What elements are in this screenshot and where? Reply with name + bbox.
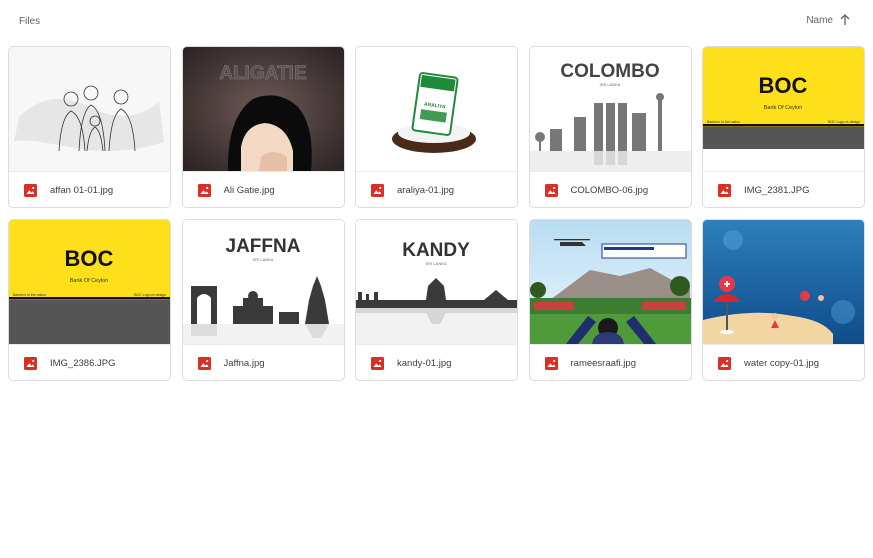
thumb-subtitle: SRI LANKA xyxy=(599,82,620,87)
thumb-subtitle: SRI LANKA xyxy=(252,257,273,262)
files-header: Files Name xyxy=(0,0,873,44)
file-meta: affan 01-01.jpg xyxy=(9,171,170,207)
thumb-subtitle: SRI LANKA xyxy=(426,261,447,266)
file-card[interactable]: BOC Bank Of Ceylon Bankers to the nation… xyxy=(702,46,865,208)
image-file-icon xyxy=(544,183,558,197)
image-file-icon xyxy=(197,183,211,197)
file-thumbnail: COLOMBO SRI LANKA xyxy=(529,47,691,171)
file-name: COLOMBO-06.jpg xyxy=(570,184,649,196)
file-thumbnail: ARALIYA xyxy=(356,47,517,171)
file-card[interactable]: ARALIYA araliya-01.jpg xyxy=(355,46,518,208)
file-meta: Jaffna.jpg xyxy=(182,344,344,380)
file-name: araliya-01.jpg xyxy=(397,184,455,196)
arrow-up-icon xyxy=(840,14,850,25)
file-meta: water copy-01.jpg xyxy=(703,344,864,380)
thumb-title: JAFFNA xyxy=(225,236,300,257)
image-file-icon xyxy=(24,356,37,370)
file-card[interactable]: affan 01-01.jpg xyxy=(8,46,171,208)
file-name: IMG_2386.JPG xyxy=(50,357,116,369)
file-thumbnail xyxy=(9,47,170,171)
image-file-icon xyxy=(718,356,731,370)
thumb-logo: BOC xyxy=(759,73,808,98)
image-file-icon xyxy=(197,356,211,370)
file-meta: IMG_2381.JPG xyxy=(703,171,864,207)
thumb-left-note: Bankers to the nation xyxy=(13,293,46,297)
thumb-logo: BOC xyxy=(65,246,114,271)
file-grid: affan 01-01.jpg ALIGATIE Ali Gatie.jpg xyxy=(8,46,865,381)
file-meta: kandy-01.jpg xyxy=(356,344,517,380)
file-meta: rameesraafi.jpg xyxy=(529,344,691,380)
file-meta: COLOMBO-06.jpg xyxy=(529,171,691,207)
thumb-title: COLOMBO xyxy=(560,61,659,82)
file-thumbnail xyxy=(529,220,691,344)
image-file-icon xyxy=(371,356,384,370)
sort-label: Name xyxy=(806,14,833,26)
file-name: kandy-01.jpg xyxy=(397,357,452,369)
thumb-left-note: Bankers to the nation xyxy=(707,120,740,124)
file-card[interactable]: COLOMBO SRI LANKA COLOMBO-06.jpg xyxy=(528,46,692,208)
thumb-right-note: BOC Logo re-design xyxy=(134,293,166,297)
file-meta: araliya-01.jpg xyxy=(356,171,517,207)
image-file-icon xyxy=(718,183,731,197)
file-card[interactable]: KANDY SRI LANKA kandy-01.jpg xyxy=(355,219,518,381)
file-name: rameesraafi.jpg xyxy=(570,357,636,369)
thumb-title: KANDY xyxy=(402,240,470,261)
file-thumbnail: BOC Bank Of Ceylon Bankers to the nation… xyxy=(9,220,170,344)
file-thumbnail: BOC Bank Of Ceylon Bankers to the nation… xyxy=(703,47,864,171)
file-thumbnail: ALIGATIE xyxy=(182,47,344,171)
file-name: IMG_2381.JPG xyxy=(744,184,810,196)
image-file-icon xyxy=(371,183,384,197)
file-meta: Ali Gatie.jpg xyxy=(182,171,344,207)
file-name: affan 01-01.jpg xyxy=(50,184,114,196)
thumb-brand: ARALIYA xyxy=(424,101,447,110)
file-meta: IMG_2386.JPG xyxy=(9,344,170,380)
thumb-title: ALIGATIE xyxy=(219,63,306,84)
sort-by-name-button[interactable]: Name xyxy=(806,13,851,27)
section-title: Files xyxy=(19,16,41,27)
file-card[interactable]: rameesraafi.jpg xyxy=(528,219,692,381)
image-file-icon xyxy=(544,356,558,370)
file-thumbnail xyxy=(703,220,864,344)
file-thumbnail: JAFFNA SRI LANKA xyxy=(182,220,344,344)
file-thumbnail: KANDY SRI LANKA xyxy=(356,220,517,344)
thumb-subtitle: Bank Of Ceylon xyxy=(70,278,109,284)
file-name: Ali Gatie.jpg xyxy=(223,184,275,196)
image-file-icon xyxy=(24,183,37,197)
file-card[interactable]: ALIGATIE Ali Gatie.jpg xyxy=(181,46,345,208)
file-card[interactable]: JAFFNA SRI LANKA Jaffna.jpg xyxy=(181,219,345,381)
thumb-right-note: BOC Logo re-design xyxy=(828,120,860,124)
file-card[interactable]: BOC Bank Of Ceylon Bankers to the nation… xyxy=(8,219,171,381)
file-name: Jaffna.jpg xyxy=(223,357,265,369)
file-card[interactable]: water copy-01.jpg xyxy=(702,219,865,381)
thumb-subtitle: Bank Of Ceylon xyxy=(764,105,803,111)
file-name: water copy-01.jpg xyxy=(744,357,819,369)
